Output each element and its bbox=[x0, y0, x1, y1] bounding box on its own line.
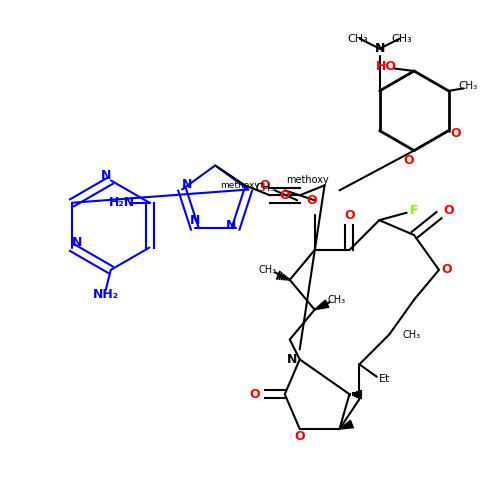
Text: N: N bbox=[72, 236, 82, 249]
Text: CH₃: CH₃ bbox=[459, 81, 478, 91]
Text: O: O bbox=[450, 126, 462, 140]
Text: Et: Et bbox=[378, 374, 390, 384]
Text: O: O bbox=[444, 204, 454, 216]
Text: O: O bbox=[441, 264, 452, 276]
Text: CH₃: CH₃ bbox=[402, 330, 420, 340]
Text: methoxy: methoxy bbox=[220, 181, 260, 190]
Text: F: F bbox=[410, 204, 418, 216]
Text: O: O bbox=[294, 430, 305, 443]
Text: N: N bbox=[226, 220, 236, 232]
Text: O: O bbox=[250, 388, 260, 400]
Text: O: O bbox=[404, 154, 414, 167]
Polygon shape bbox=[340, 420, 353, 429]
Text: CH₃: CH₃ bbox=[347, 34, 368, 43]
Text: H₂N: H₂N bbox=[109, 196, 135, 209]
Polygon shape bbox=[314, 300, 329, 310]
Text: N: N bbox=[182, 178, 192, 191]
Text: N: N bbox=[190, 214, 200, 228]
Text: N: N bbox=[287, 353, 298, 366]
Text: CH₃: CH₃ bbox=[256, 183, 274, 193]
Text: O: O bbox=[307, 194, 318, 207]
Text: O: O bbox=[344, 208, 355, 222]
Text: CH₃: CH₃ bbox=[328, 294, 346, 304]
Text: N: N bbox=[100, 169, 111, 182]
Text: O: O bbox=[280, 189, 290, 202]
Text: HO: HO bbox=[376, 60, 397, 72]
Text: NH₂: NH₂ bbox=[92, 288, 119, 301]
Text: CH₃: CH₃ bbox=[392, 34, 412, 43]
Text: N: N bbox=[374, 42, 385, 55]
Text: methoxy: methoxy bbox=[286, 176, 329, 186]
Text: O: O bbox=[260, 179, 270, 192]
Text: CH₃: CH₃ bbox=[258, 265, 276, 275]
